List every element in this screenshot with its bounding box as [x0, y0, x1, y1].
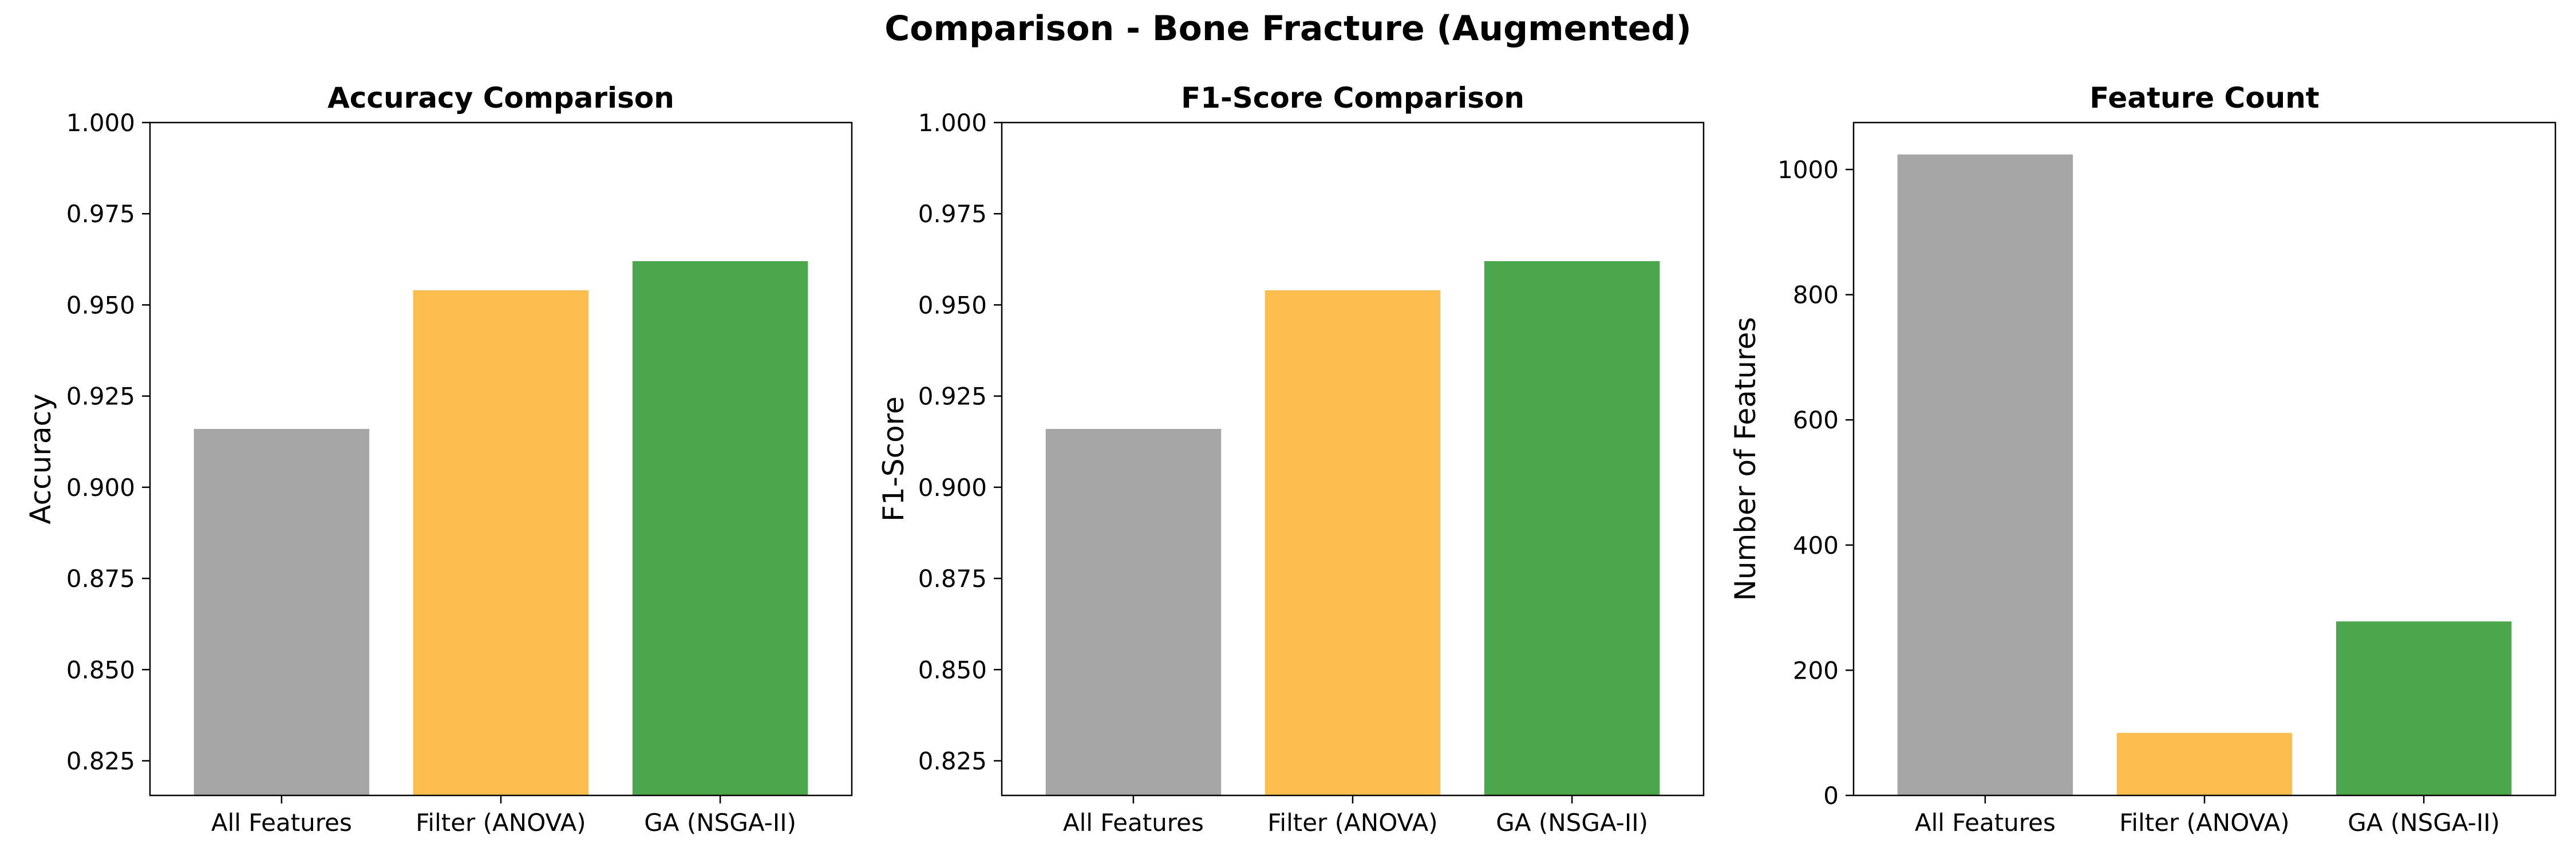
y-tick-label: 1000 — [1777, 156, 1839, 184]
bar-all-features — [193, 428, 370, 795]
x-tick-label-ga-nsga-ii: GA (NSGA-II) — [644, 809, 796, 837]
y-axis-label: Accuracy — [24, 393, 57, 524]
chart-panel-f1-score-comparison: 0.825 0.850 0.875 0.900 0.925 0.950 0.975 1.000… — [877, 81, 1705, 837]
y-tick-label: 1.000 — [66, 109, 135, 137]
chart-title: Accuracy Comparison — [327, 81, 674, 115]
chart-panel-feature-count: 0 200 400 600 800 1000 All Features Filter (ANO… — [1729, 81, 2557, 837]
x-tick-label-filter-anova: Filter (ANOVA) — [1267, 809, 1437, 837]
x-tick-label-all-features: All Features — [1063, 809, 1204, 837]
charts: 0.825 0.850 0.875 0.900 0.925 0.950 0.975 1.000… — [24, 81, 2557, 837]
y-tick-label: 0.950 — [918, 291, 987, 319]
y-tick-label: 0.925 — [918, 383, 987, 411]
y-tick-label: 0.825 — [918, 747, 987, 775]
y-tick-label: 800 — [1793, 281, 1839, 309]
chart-title: F1-Score Comparison — [1181, 81, 1524, 115]
y-axis-label: Number of Features — [1729, 317, 1762, 601]
bar-ga-nsga-ii — [1484, 261, 1660, 795]
y-tick-label: 0.900 — [918, 474, 987, 502]
y-tick-label: 0.975 — [918, 200, 987, 228]
x-tick-label-all-features: All Features — [1915, 809, 2056, 837]
y-tick-label: 400 — [1793, 531, 1839, 559]
x-tick-label-filter-anova: Filter (ANOVA) — [416, 809, 586, 837]
y-tick-label: 0.850 — [918, 656, 987, 684]
y-tick-label: 0.875 — [66, 565, 135, 593]
y-tick-label: 0.925 — [66, 383, 135, 411]
bar-all-features — [1897, 154, 2073, 796]
y-tick-label: 0.900 — [66, 474, 135, 502]
y-tick-label: 600 — [1793, 406, 1839, 434]
x-tick-label-ga-nsga-ii: GA (NSGA-II) — [2348, 809, 2500, 837]
y-tick-label: 200 — [1793, 656, 1839, 684]
bar-ga-nsga-ii — [2336, 621, 2512, 795]
chart-panel-accuracy-comparison: 0.825 0.850 0.875 0.900 0.925 0.950 0.975 1.000… — [24, 81, 853, 837]
chart-title: Feature Count — [2089, 81, 2319, 115]
y-tick-label: 0.950 — [66, 291, 135, 319]
x-tick-label-filter-anova: Filter (ANOVA) — [2119, 809, 2289, 837]
x-tick-label-ga-nsga-ii: GA (NSGA-II) — [1496, 809, 1648, 837]
y-tick-label: 0.875 — [918, 565, 987, 593]
bar-filter-anova — [1265, 290, 1441, 795]
figure-title: Comparison - Bone Fracture (Augmented) — [884, 9, 1692, 49]
y-tick-label: 0.850 — [66, 656, 135, 684]
bar-all-features — [1045, 428, 1222, 795]
x-tick-label-all-features: All Features — [211, 809, 352, 837]
y-tick-label: 0 — [1823, 782, 1839, 810]
y-tick-label: 1.000 — [918, 109, 987, 137]
bar-filter-anova — [413, 290, 589, 795]
y-tick-label: 0.975 — [66, 200, 135, 228]
bar-filter-anova — [2116, 732, 2293, 795]
y-axis-label: F1-Score — [877, 396, 910, 522]
bar-ga-nsga-ii — [632, 261, 808, 795]
y-tick-label: 0.825 — [66, 747, 135, 775]
